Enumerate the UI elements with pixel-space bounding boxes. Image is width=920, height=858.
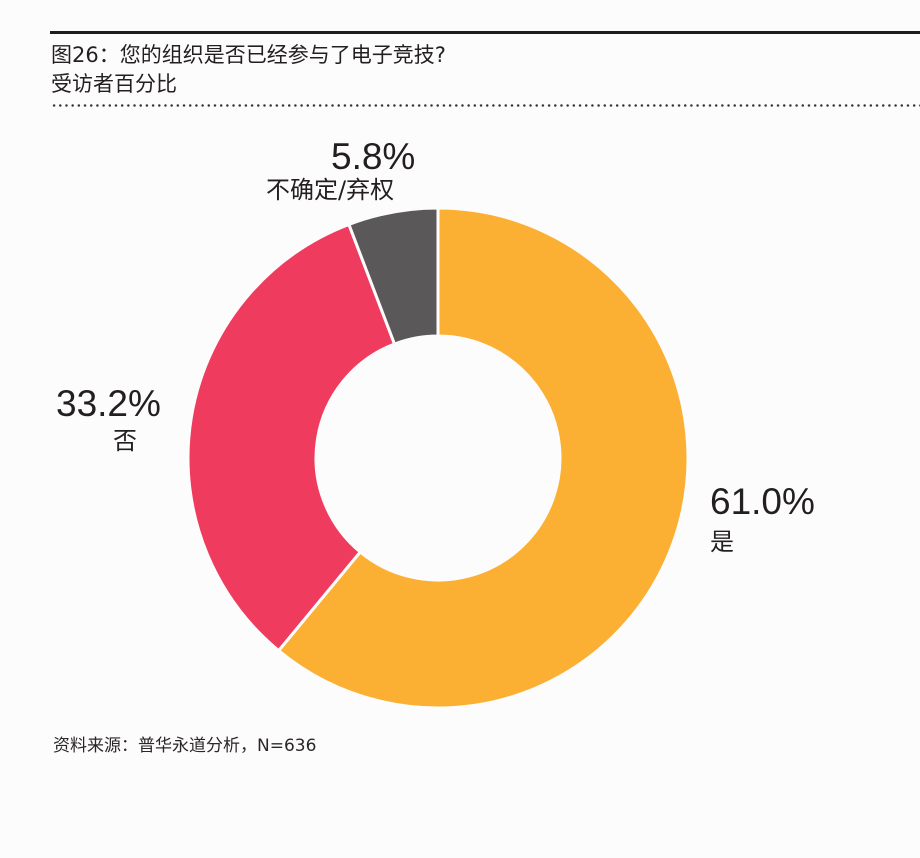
donut-slices [186, 206, 690, 710]
dotted-divider [51, 104, 920, 107]
top-rule [50, 31, 920, 34]
slice-yes [276, 206, 690, 710]
slice-unsure [346, 206, 440, 346]
label-no-category: 否 [113, 427, 137, 455]
label-yes-category: 是 [710, 528, 734, 556]
label-yes-pct: 61.0% [710, 481, 815, 522]
label-unsure-category: 不确定/弃权 [266, 176, 395, 204]
slice-no [186, 222, 397, 653]
label-unsure-pct: 5.8% [331, 136, 416, 177]
chart-subtitle: 受访者百分比 [51, 72, 177, 96]
label-no-pct: 33.2% [56, 383, 161, 424]
source-note: 资料来源：普华永道分析，N=636 [53, 736, 317, 756]
chart-title: 图26：您的组织是否已经参与了电子竞技? [51, 43, 446, 67]
